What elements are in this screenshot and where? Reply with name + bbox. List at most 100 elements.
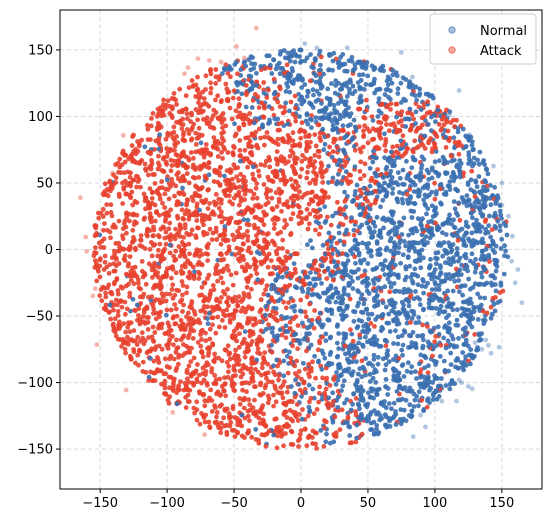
attack-point	[292, 93, 298, 99]
attack-point	[97, 293, 103, 298]
attack-point	[183, 93, 189, 99]
normal-point	[399, 100, 404, 105]
normal-point	[411, 157, 416, 163]
attack-point	[201, 392, 207, 397]
normal-point	[441, 278, 447, 284]
attack-point	[161, 102, 166, 108]
normal-point	[450, 170, 456, 175]
normal-point	[239, 412, 245, 418]
normal-point	[370, 118, 376, 123]
normal-point	[435, 324, 441, 330]
normal-point	[343, 351, 348, 357]
normal-point	[394, 311, 400, 317]
normal-point	[395, 170, 401, 176]
attack-point	[197, 193, 203, 199]
normal-point	[482, 295, 488, 301]
attack-point	[202, 280, 208, 286]
attack-point	[274, 445, 280, 451]
attack-point	[151, 224, 156, 230]
normal-point	[465, 180, 471, 186]
attack-point	[179, 174, 185, 180]
attack-point	[183, 383, 189, 388]
attack-point	[272, 215, 278, 221]
normal-point	[370, 267, 376, 272]
attack-point	[182, 222, 188, 227]
normal-point	[333, 286, 339, 291]
normal-point	[419, 283, 425, 289]
attack-point	[432, 180, 437, 186]
attack-point	[306, 201, 312, 207]
attack-point	[312, 159, 318, 165]
attack-point	[219, 98, 224, 103]
attack-point	[140, 314, 146, 319]
normal-point	[426, 219, 432, 225]
normal-point	[335, 249, 341, 255]
normal-point	[371, 419, 377, 425]
attack-point	[158, 124, 164, 130]
attack-point	[92, 223, 98, 228]
normal-point	[342, 400, 347, 406]
attack-point	[299, 166, 305, 172]
normal-point	[456, 336, 461, 341]
normal-point	[400, 306, 406, 312]
normal-point	[374, 423, 380, 428]
normal-point	[438, 265, 443, 271]
normal-point	[446, 329, 452, 335]
attack-point	[118, 323, 123, 329]
normal-point	[463, 144, 468, 150]
attack-point	[181, 192, 187, 198]
normal-point	[356, 100, 362, 105]
attack-point	[170, 315, 176, 321]
normal-point	[401, 215, 407, 221]
normal-point	[486, 213, 492, 219]
attack-point	[285, 203, 291, 209]
attack-point	[258, 297, 264, 303]
normal-point	[477, 295, 483, 300]
attack-point	[120, 233, 125, 239]
normal-point	[407, 263, 413, 269]
attack-point	[234, 245, 240, 251]
attack-point	[331, 432, 337, 437]
attack-point	[249, 144, 255, 150]
attack-point	[126, 218, 132, 224]
attack-point	[290, 298, 296, 304]
normal-point	[374, 214, 380, 220]
attack-point	[224, 181, 230, 187]
attack-point	[236, 344, 242, 350]
attack-point	[164, 307, 170, 313]
attack-point	[273, 316, 278, 322]
normal-point	[392, 300, 398, 306]
attack-point	[497, 290, 503, 295]
attack-point	[146, 172, 151, 178]
attack-point	[245, 205, 251, 211]
attack-point	[128, 153, 134, 159]
attack-point	[245, 164, 251, 170]
attack-point	[181, 151, 186, 157]
normal-point	[476, 281, 482, 287]
normal-point	[451, 343, 456, 348]
attack-point	[340, 127, 346, 133]
normal-point	[249, 79, 255, 85]
normal-point	[422, 354, 427, 359]
attack-point	[419, 397, 424, 403]
attack-point	[296, 369, 302, 374]
normal-point	[449, 174, 454, 180]
attack-point	[248, 366, 254, 371]
attack-point	[133, 247, 138, 253]
attack-point	[155, 191, 161, 196]
attack-point	[205, 251, 211, 257]
normal-point	[250, 55, 256, 60]
normal-point	[361, 87, 367, 92]
normal-point	[452, 225, 458, 231]
normal-point	[316, 359, 321, 365]
normal-point	[206, 172, 212, 178]
attack-point	[241, 122, 247, 128]
normal-point	[474, 217, 479, 223]
normal-point	[318, 67, 323, 73]
attack-point	[280, 395, 286, 401]
attack-point	[302, 192, 308, 197]
normal-point	[439, 201, 444, 207]
attack-point	[355, 195, 360, 201]
normal-point	[378, 204, 383, 210]
attack-point	[221, 312, 227, 317]
